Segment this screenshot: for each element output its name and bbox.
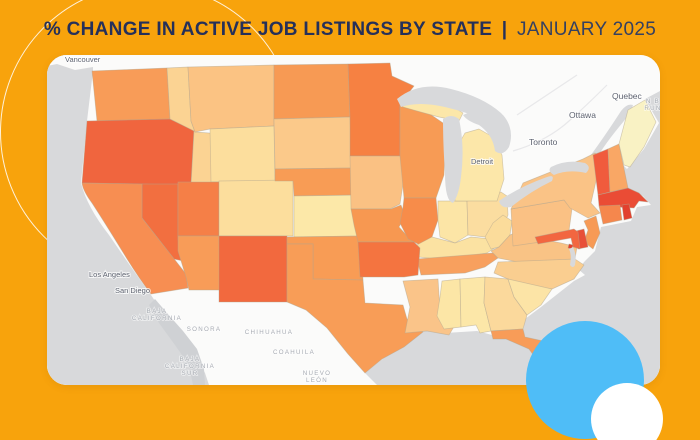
region-label-sonora: SONORA [187,326,222,333]
region-label-chihuahua: CHIHUAHUA [245,329,293,336]
state-wyoming[interactable]: Wyoming [209,125,276,183]
road-ontario [512,84,608,152]
water-lake-michigan [443,116,463,203]
state-washington[interactable]: Washington [91,67,171,122]
water-lake-huron [463,110,511,154]
decorative-white-circle [591,383,663,440]
page-title: % CHANGE IN ACTIVE JOB LISTINGS BY STATE… [0,19,700,41]
water-lake-erie [499,176,553,208]
vancouver-land [47,55,93,70]
state-south-carolina[interactable]: South Carolina [507,278,553,316]
title-separator: | [501,19,508,40]
region-label-baja-california: CALIFORNIA [132,315,182,322]
state-missouri[interactable]: Missouri [350,204,415,243]
state-west-virginia[interactable]: West Virginia [484,214,513,250]
region-label-baja-california-sur: CALIFORNIA [165,363,215,370]
state-arkansas[interactable]: Arkansas [357,241,421,278]
city-label-toronto: Toronto [529,137,558,147]
state-california[interactable]: California [81,182,189,295]
water-st-lawrence-river [585,104,633,165]
state-new-mexico[interactable]: New Mexico [218,235,288,303]
state-indiana[interactable]: Indiana [437,200,469,244]
state-new-jersey[interactable]: New Jersey [583,215,601,250]
region-label-baja-california-sur: SUR [182,370,199,377]
region-label-new-brunswick-fragment: RUN [644,105,660,112]
region-label-nuevo-leon: NUEVO [303,370,332,377]
state-montana[interactable]: Montana [187,64,275,133]
city-label-quebec: Quebec [612,91,643,101]
city-label-vancouver: Vancouver [65,55,101,64]
city-label-san-diego: San Diego [115,286,150,295]
region-label-coahuila: COAHUILA [273,349,315,356]
title-period: JANUARY 2025 [517,19,657,40]
region-label-baja-california-sur: BAJA [180,356,201,363]
us-map[interactable]: WashingtonOregonIdahoMontanaWyomingNevad… [47,55,660,385]
state-utah[interactable]: Utah [177,181,220,237]
state-maine[interactable]: Maine [618,99,657,168]
state-north-dakota[interactable]: North Dakota [273,63,351,120]
region-label-nuevo-leon: LEÓN [306,377,328,384]
water-chesapeake-bay [569,247,576,267]
region-label-baja-california: BAJA [147,308,168,315]
city-label-detroit: Detroit [471,157,494,166]
water-atlantic [523,91,660,385]
state-maryland[interactable]: Maryland [534,228,581,250]
region-label-new-brunswick-fragment: N B [646,98,660,105]
title-main: % CHANGE IN ACTIVE JOB LISTINGS BY STATE [43,19,493,40]
state-iowa[interactable]: Iowa [349,155,406,210]
city-label-ottawa: Ottawa [569,110,596,120]
state-oregon[interactable]: Oregon [81,118,195,186]
city-label-los-angeles: Los Angeles [89,270,130,279]
map-card: WashingtonOregonIdahoMontanaWyomingNevad… [47,55,660,385]
baja-peninsula [149,299,205,385]
state-colorado[interactable]: Colorado [218,179,294,237]
state-connecticut[interactable]: Connecticut [598,204,623,225]
water-lake-ontario [549,161,589,175]
state-texas[interactable]: Texas [286,243,424,374]
state-south-dakota[interactable]: South Dakota [273,116,353,170]
state-rhode-island[interactable]: Rhode Island [621,203,633,221]
water-pacific [47,55,209,385]
road-quebec [516,74,578,116]
